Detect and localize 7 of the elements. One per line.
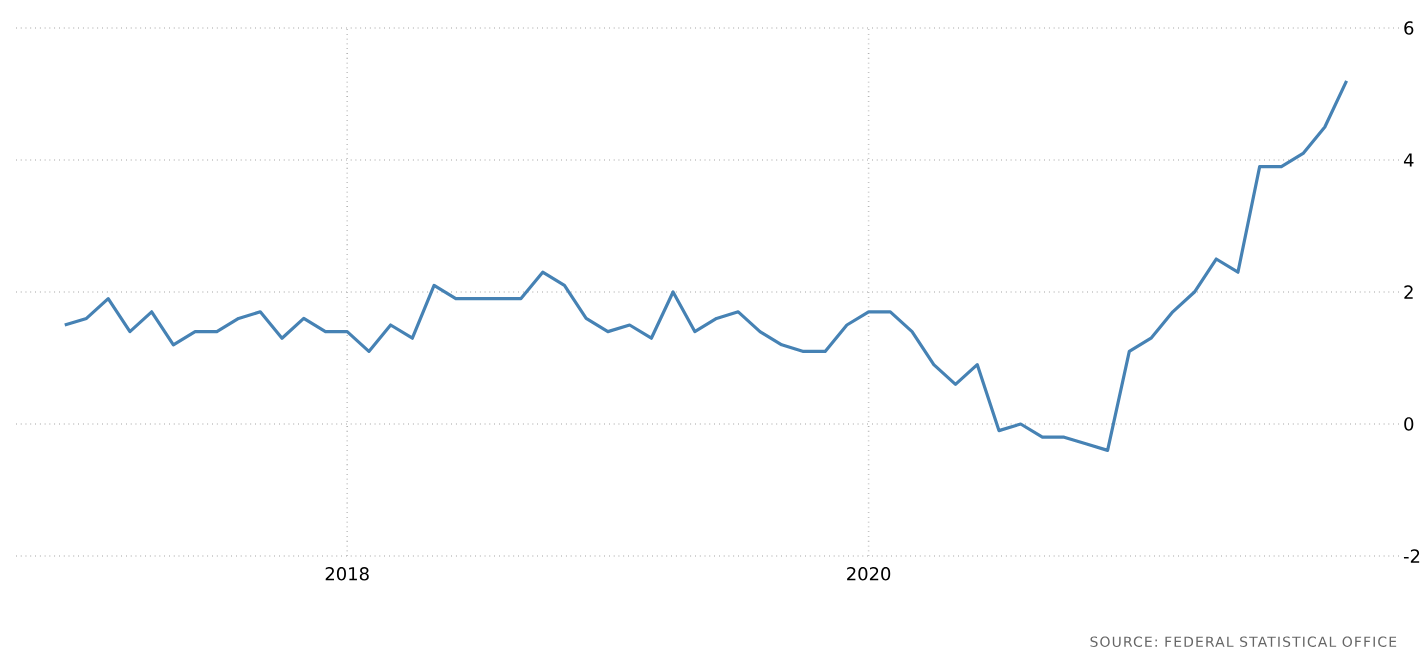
x-tick-label: 2020 — [847, 567, 891, 581]
y-tick-label: 2 — [1404, 285, 1413, 299]
y-tick-label: 4 — [1403, 153, 1414, 167]
y-tick-label: 6 — [1404, 21, 1414, 35]
x-tick-label: 2018 — [325, 567, 369, 581]
y-tick-label: 0 — [1404, 417, 1414, 431]
y-tick-label: -2 — [1403, 549, 1420, 563]
